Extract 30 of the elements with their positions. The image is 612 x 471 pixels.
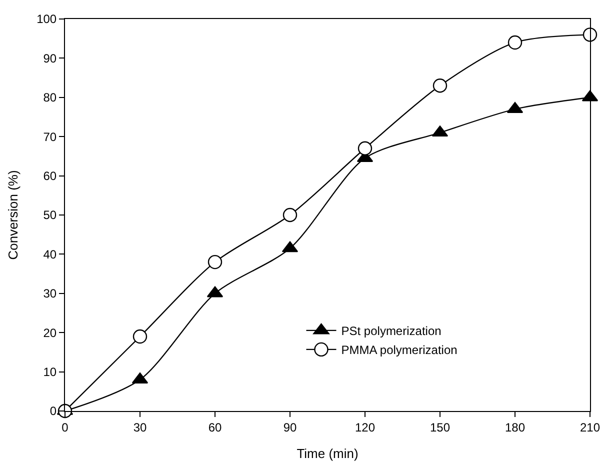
y-tick-label: 90 <box>43 51 57 66</box>
point <box>582 28 598 42</box>
legend-label: PSt polymerization <box>341 324 442 338</box>
point <box>282 208 298 222</box>
x-tick-label: 210 <box>580 420 600 434</box>
y-tick-label: 70 <box>43 130 57 144</box>
x-tick-label: 60 <box>208 420 222 434</box>
point <box>432 78 448 93</box>
y-tick-label: 10 <box>43 365 57 379</box>
point <box>358 141 372 156</box>
x-tick-label: 120 <box>354 420 376 434</box>
y-tick-label: 50 <box>43 208 57 222</box>
y-tick-label: 80 <box>43 90 57 105</box>
legend-label: PMMA polymerization <box>341 343 458 358</box>
y-tick-label: 0 <box>50 404 57 418</box>
y-axis-title: Conversion (%) <box>6 170 21 260</box>
x-axis-title: Time (min) <box>296 446 358 461</box>
x-tick-label: 30 <box>133 420 147 434</box>
point <box>508 35 522 50</box>
y-tick-label: 20 <box>43 326 57 340</box>
y-tick-label: 40 <box>43 247 57 262</box>
y-tick-label: 30 <box>43 286 57 301</box>
point <box>208 254 222 270</box>
x-tick-label: 180 <box>504 420 526 434</box>
y-tick-label: 100 <box>36 12 57 26</box>
x-tick-label: 90 <box>283 420 297 434</box>
y-tick-label: 60 <box>43 169 57 183</box>
point <box>132 329 148 344</box>
x-tick-label: 150 <box>430 420 450 434</box>
x-tick-label: 0 <box>62 420 69 434</box>
